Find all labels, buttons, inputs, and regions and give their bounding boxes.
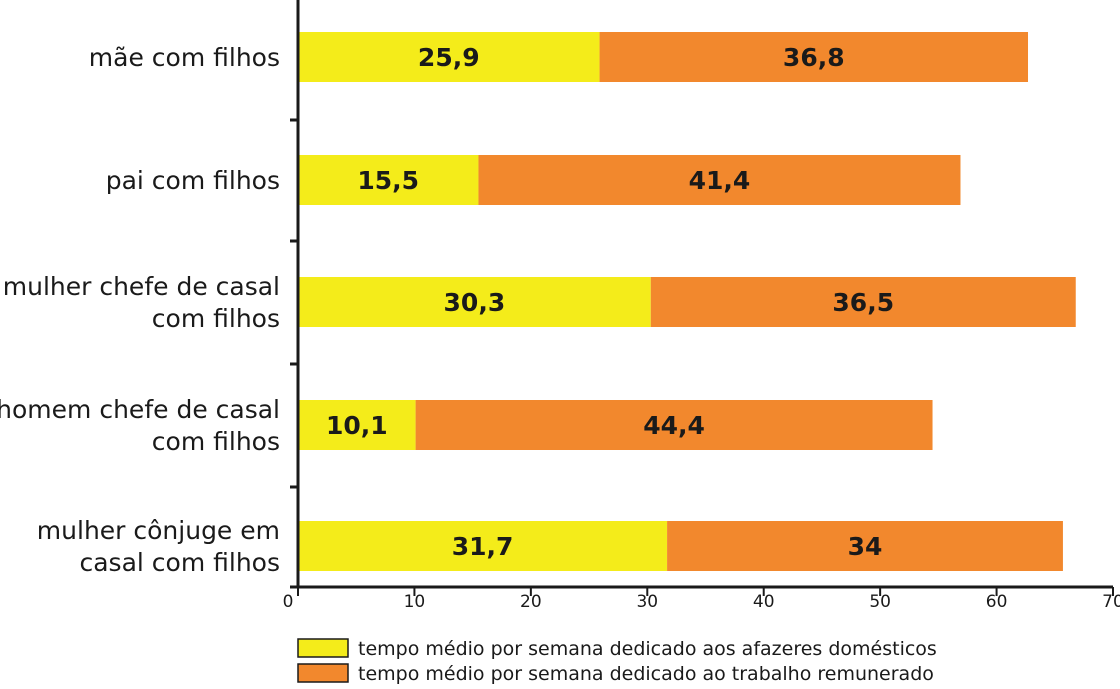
x-tick-label: 50 — [869, 592, 891, 612]
x-tick-label: 0 — [283, 592, 294, 612]
bars-layer — [298, 32, 1076, 571]
legend-swatch — [298, 664, 348, 682]
data-label: 34 — [848, 532, 883, 561]
category-label: pai com filhos — [106, 166, 280, 195]
data-label: 10,1 — [326, 411, 388, 440]
x-tick-label: 70 — [1102, 592, 1120, 612]
x-tick-label: 30 — [636, 592, 658, 612]
category-label: com filhos — [152, 427, 280, 456]
x-tick-label: 20 — [520, 592, 542, 612]
legend: tempo médio por semana dedicado aos afaz… — [298, 638, 937, 685]
data-label: 44,4 — [643, 411, 705, 440]
data-label: 36,5 — [832, 288, 894, 317]
data-label: 15,5 — [357, 166, 419, 195]
data-label: 25,9 — [418, 43, 480, 72]
data-label: 31,7 — [452, 532, 514, 561]
category-label: homem chefe de casal — [0, 395, 280, 424]
x-tick-label: 10 — [404, 592, 426, 612]
x-tick-label: 60 — [986, 592, 1008, 612]
category-label: mulher cônjuge em — [37, 516, 280, 545]
legend-label: tempo médio por semana dedicado ao traba… — [358, 663, 934, 685]
legend-swatch — [298, 639, 348, 657]
legend-label: tempo médio por semana dedicado aos afaz… — [358, 638, 937, 660]
category-label: casal com filhos — [79, 548, 280, 577]
category-label: com filhos — [152, 304, 280, 333]
data-label: 30,3 — [444, 288, 506, 317]
category-label: mulher chefe de casal — [3, 272, 280, 301]
data-label: 36,8 — [783, 43, 845, 72]
data-label: 41,4 — [689, 166, 751, 195]
category-label: mãe com filhos — [89, 43, 280, 72]
x-tick-label: 40 — [753, 592, 775, 612]
